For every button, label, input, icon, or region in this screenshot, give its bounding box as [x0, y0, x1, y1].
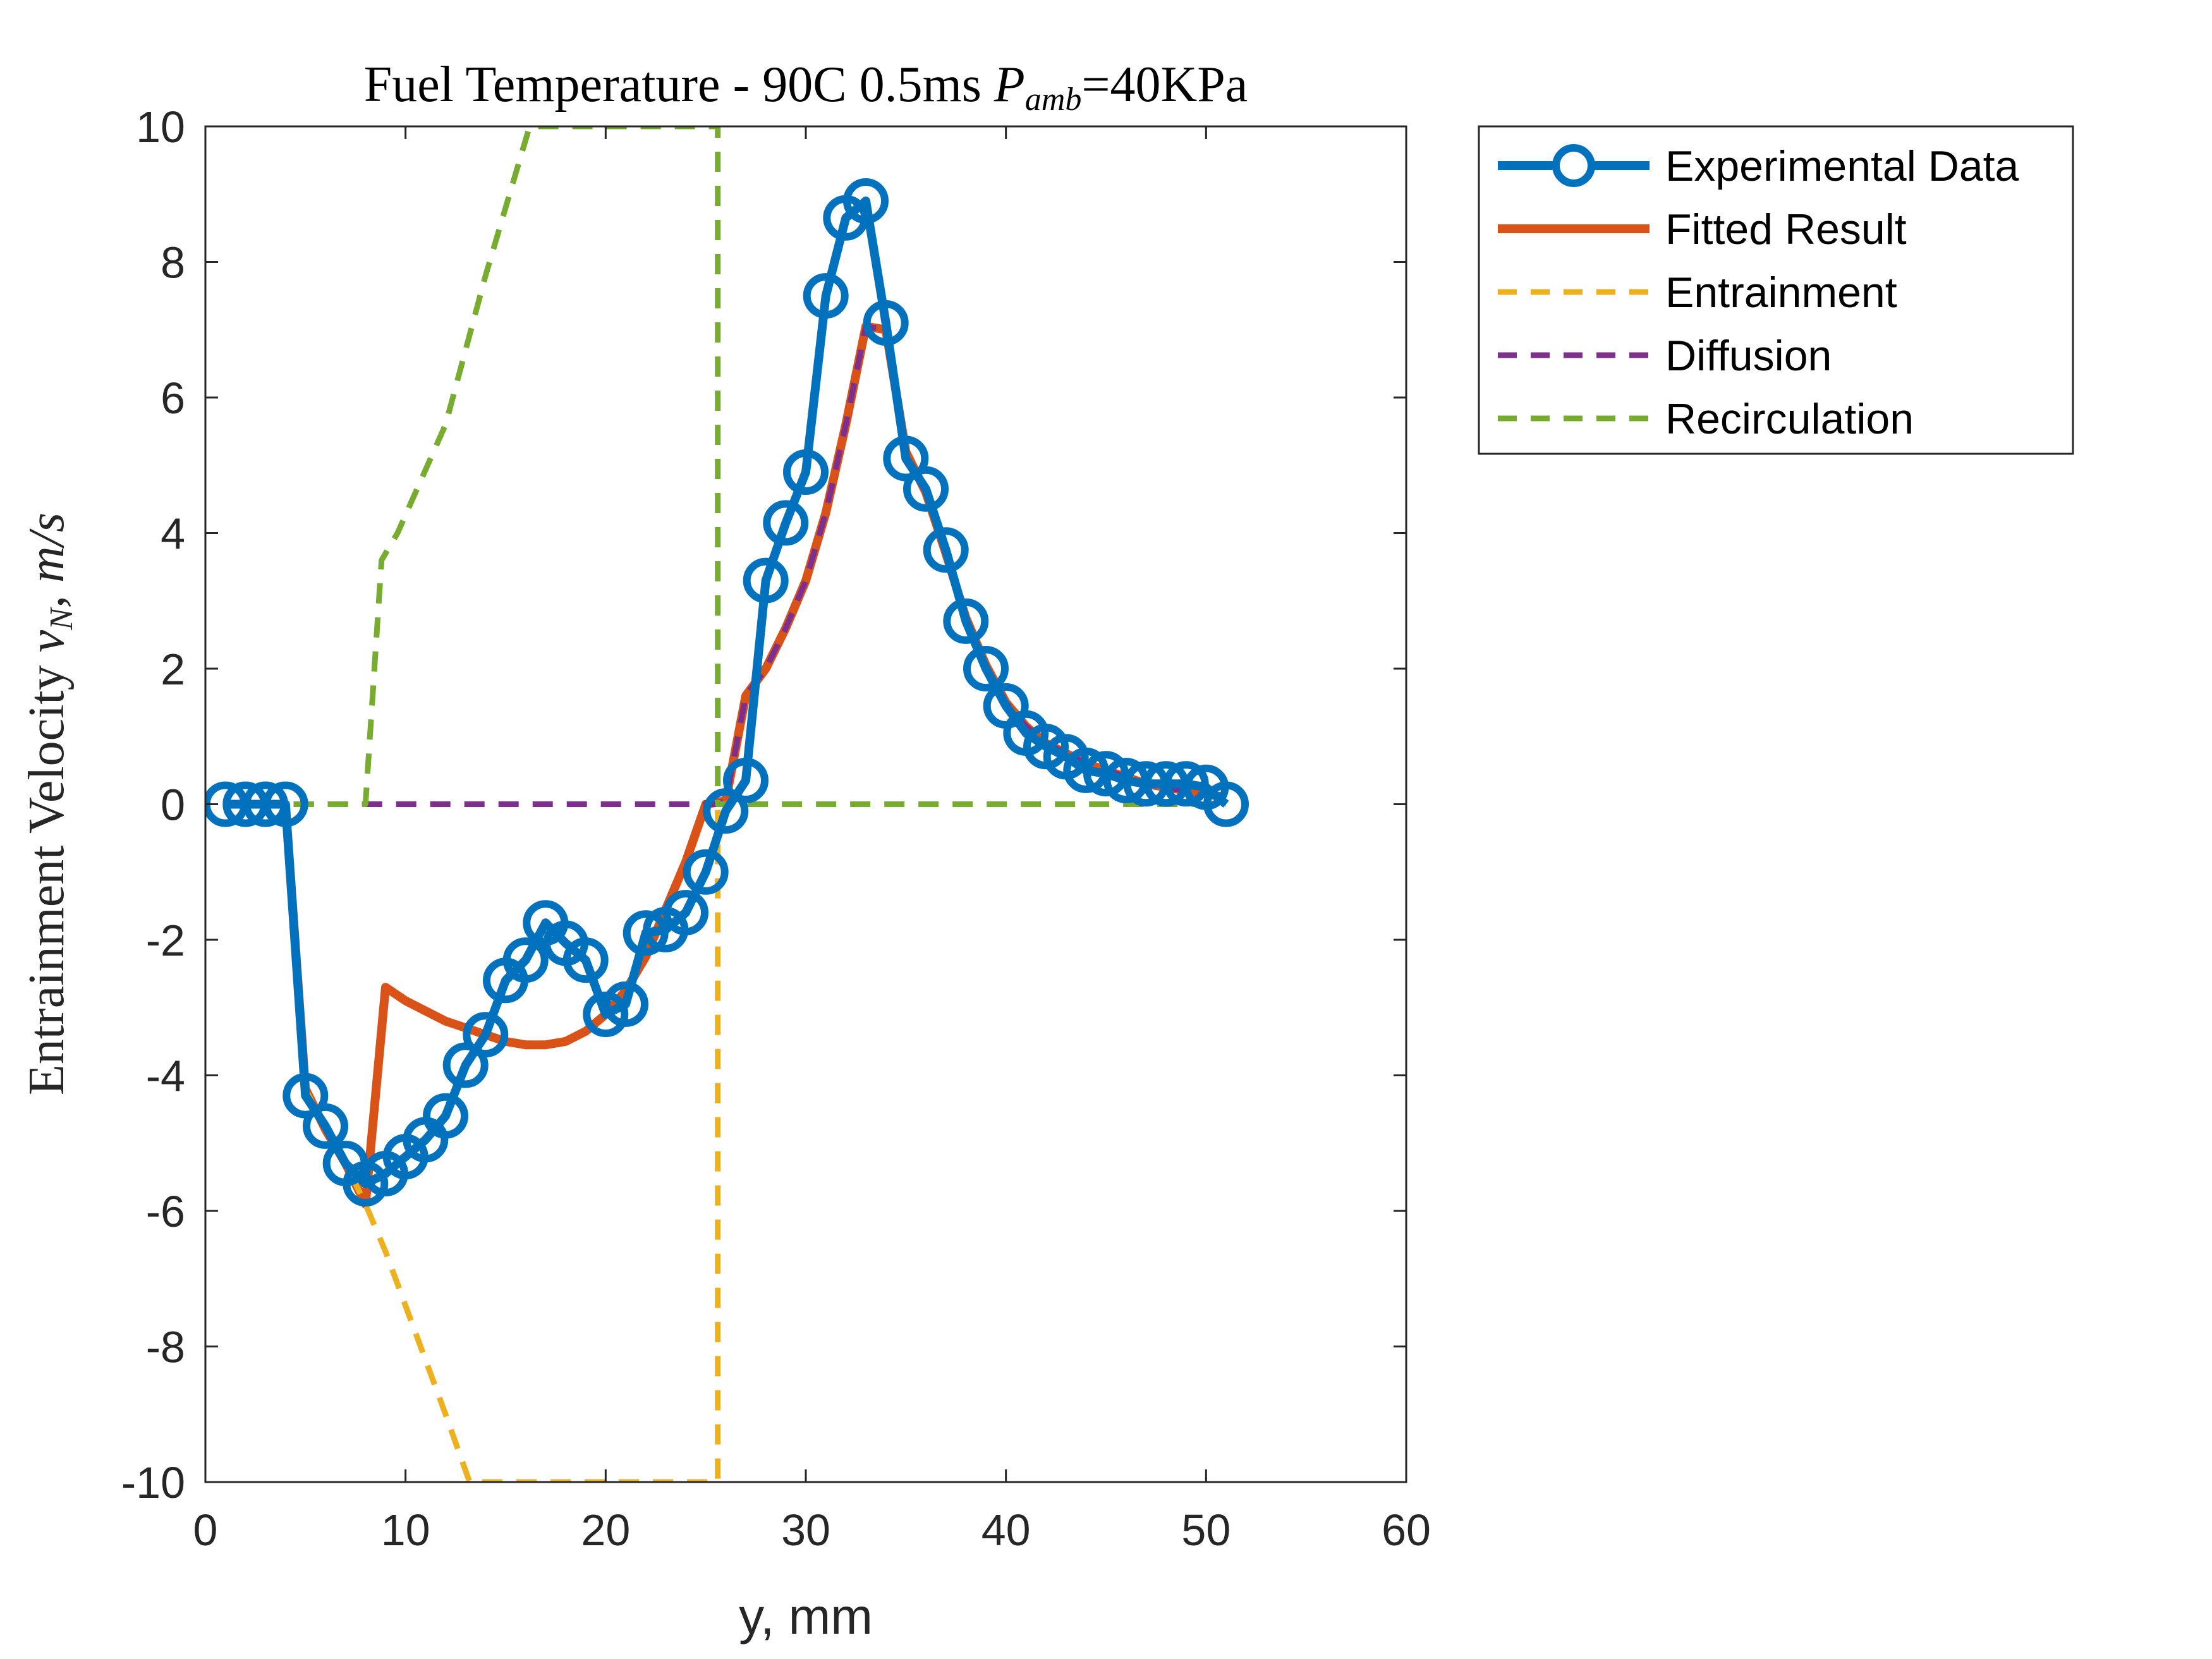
legend-label-entrainment: Entrainment	[1665, 269, 1897, 317]
chart-title-prefix: Fuel Temperature - 90C 0.5ms	[364, 57, 994, 112]
data-point	[963, 646, 1009, 691]
legend-item-recirculation: Recirculation	[1498, 395, 1914, 443]
data-point	[303, 1103, 348, 1149]
x-axis-title: y, mm	[739, 1588, 873, 1644]
data-point	[703, 788, 749, 834]
x-tick-label: 50	[1181, 1505, 1231, 1555]
y-tick-label: 6	[161, 374, 185, 423]
series-diffusion	[225, 323, 1227, 807]
data-point	[663, 890, 708, 936]
data-point	[1203, 781, 1249, 827]
tick-layer: 0 10 20 30 40 50 60 -10 -8 -6 -4 -2 0 2 4 6 8 10	[121, 102, 1431, 1555]
x-tick-label: 30	[781, 1505, 830, 1555]
y-axis-title-prefix: Entrainment Velocity	[19, 652, 75, 1095]
data-point	[763, 500, 809, 546]
series-recirculation	[225, 126, 1226, 807]
data-point	[463, 1012, 509, 1058]
y-tick-label: 0	[161, 781, 185, 830]
x-tick-label: 0	[193, 1505, 218, 1555]
x-tick-label: 60	[1382, 1505, 1431, 1555]
legend-label-fitted-result: Fitted Result	[1665, 205, 1907, 253]
data-point	[743, 557, 789, 604]
legend-item-entrainment: Entrainment	[1498, 269, 1897, 317]
series-line-recirculation	[225, 126, 1226, 807]
data-point	[923, 527, 969, 573]
series-layer	[205, 126, 1249, 1482]
x-tick-label: 20	[581, 1505, 630, 1555]
y-axis-title-symbol: v	[19, 629, 75, 652]
data-point	[603, 981, 648, 1027]
data-point	[723, 758, 769, 803]
data-point	[623, 910, 669, 956]
data-point	[262, 781, 308, 827]
legend-marker-experimental-data	[1552, 144, 1595, 187]
legend-item-diffusion: Diffusion	[1498, 332, 1832, 380]
y-tick-label: -10	[121, 1458, 185, 1507]
data-point	[423, 1093, 468, 1139]
data-point	[803, 273, 849, 319]
legend-item-fitted-result: Fitted Result	[1498, 205, 1907, 253]
legend-label-experimental-data: Experimental Data	[1665, 142, 2019, 190]
data-point	[442, 1042, 489, 1088]
data-point	[683, 849, 729, 895]
data-point	[903, 466, 949, 512]
legend-label-recirculation: Recirculation	[1665, 395, 1914, 443]
y-tick-label: -2	[146, 916, 185, 965]
legend-items: Experimental Data Fitted Result Entrainmen…	[1498, 142, 2019, 443]
data-point	[943, 598, 989, 644]
chart-title-suffix: =40KPa	[1081, 57, 1248, 112]
y-axis-title-subscript: N	[44, 606, 80, 631]
x-tick-label: 40	[981, 1505, 1031, 1555]
y-tick-label: 8	[161, 238, 185, 288]
y-tick-label: 4	[161, 509, 185, 559]
data-point	[1083, 751, 1129, 797]
legend: Experimental Data Fitted Result Entrainmen…	[1478, 125, 2074, 455]
data-point	[1063, 747, 1109, 793]
y-tick-label: 10	[136, 102, 185, 152]
chart-title-symbol: P	[994, 57, 1025, 112]
y-axis-title-suffix: , m/s	[19, 513, 75, 608]
legend-item-experimental-data: Experimental Data	[1498, 142, 2019, 190]
y-axis-title: Entrainment Velocity vN, m/s	[19, 513, 80, 1095]
chart-title-subscript: amb	[1025, 82, 1082, 118]
data-point	[883, 435, 929, 482]
data-point	[283, 1073, 329, 1119]
data-point	[843, 178, 889, 224]
y-tick-label: -8	[146, 1323, 185, 1372]
data-point	[562, 937, 609, 983]
series-line-diffusion	[225, 323, 1227, 807]
y-tick-label: 2	[161, 645, 185, 694]
chart-title: Fuel Temperature - 90C 0.5ms Pamb=40KPa	[364, 57, 1248, 118]
legend-label-diffusion: Diffusion	[1665, 332, 1832, 380]
data-point	[502, 937, 549, 983]
data-point	[243, 781, 288, 827]
y-tick-label: -6	[146, 1187, 185, 1236]
y-tick-label: -4	[146, 1052, 185, 1101]
data-point	[863, 300, 909, 346]
data-point	[783, 449, 829, 495]
data-point	[1163, 761, 1209, 807]
x-tick-label: 10	[381, 1505, 430, 1555]
series-experimental-data	[205, 178, 1249, 1207]
